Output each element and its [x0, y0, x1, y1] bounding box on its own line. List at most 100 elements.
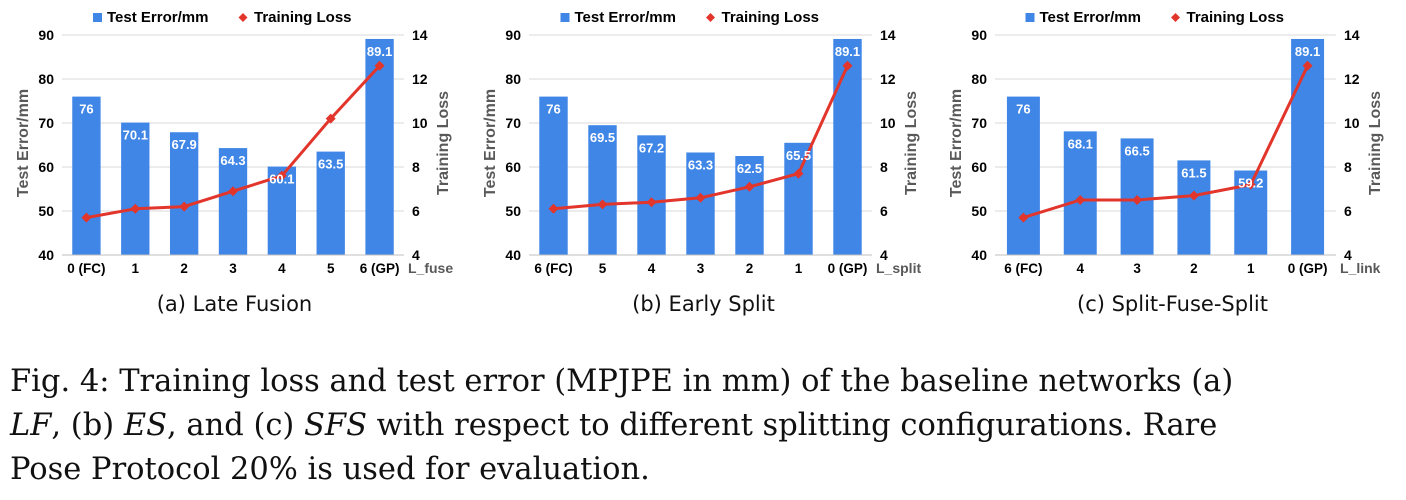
legend-swatch-bar	[93, 13, 102, 22]
x-axis-title: L_fuse	[408, 260, 453, 276]
subcaption-early-split: (b) Early Split	[632, 292, 775, 316]
bar	[1006, 96, 1040, 255]
x-tick-label: 3	[229, 261, 237, 276]
bar	[72, 96, 101, 255]
bar	[1177, 160, 1211, 255]
x-tick-label: 1	[795, 261, 803, 276]
bar-value-label: 69.5	[590, 130, 615, 145]
y-tick-label: 80	[505, 71, 521, 87]
loss-marker	[548, 203, 559, 214]
bar	[267, 166, 297, 255]
loss-marker	[793, 168, 804, 179]
legend-label-line: Training Loss	[1187, 9, 1285, 26]
bar-value-label: 61.5	[1181, 165, 1206, 180]
legend-label-line: Training Loss	[722, 9, 820, 26]
y2-axis-title: Training Loss	[903, 91, 920, 195]
subcaption-split-fuse-split: (c) Split-Fuse-Split	[1077, 292, 1268, 316]
x-tick-label: 6 (GP)	[360, 261, 400, 276]
y-tick-label: 70	[971, 115, 987, 131]
y-tick-label: 80	[38, 71, 54, 87]
y-tick-label: 50	[971, 203, 987, 219]
bar-value-label: 67.9	[171, 137, 196, 152]
caption-line-1: Fig. 4: Training loss and test error (MP…	[10, 364, 1234, 399]
y-tick-label: 90	[505, 27, 521, 43]
x-tick-label: 4	[648, 261, 656, 276]
y2-tick-label: 6	[412, 203, 420, 219]
legend-label-bar: Test Error/mm	[107, 9, 208, 26]
subcaption-late-fusion: (a) Late Fusion	[156, 292, 313, 316]
loss-marker	[1132, 195, 1143, 205]
loss-marker	[744, 181, 755, 192]
bar-value-label: 59.2	[1238, 176, 1263, 191]
loss-marker	[374, 60, 385, 71]
x-tick-label: 2	[180, 261, 188, 276]
legend-label-line: Training Loss	[254, 9, 352, 26]
y-tick-label: 50	[505, 203, 521, 219]
x-axis-title: L_link	[1340, 260, 1381, 276]
y-tick-label: 60	[971, 159, 987, 175]
y2-tick-label: 8	[412, 159, 420, 175]
x-tick-label: 3	[1133, 261, 1141, 276]
y2-tick-label: 14	[1344, 27, 1360, 43]
chart-panel-late-fusion: 40 50 60 70 80 90 4 6 8 10 12 14 Test Error/mm Traini…	[0, 0, 469, 340]
bar-value-label: 67.2	[639, 140, 664, 155]
y-tick-label: 50	[38, 203, 54, 219]
caption-lf: LF	[10, 408, 52, 443]
bar-value-label: 60.1	[269, 172, 294, 187]
x-tick-label: 2	[1190, 261, 1198, 276]
bar-value-label: 68.1	[1068, 136, 1093, 151]
loss-marker	[179, 201, 190, 212]
legend-swatch-line	[706, 13, 715, 22]
x-tick-label: 0 (GP)	[1288, 261, 1328, 276]
x-tick-label: 2	[746, 261, 754, 276]
bar-value-label: 65.5	[786, 148, 811, 163]
bar	[365, 38, 394, 256]
y2-tick-label: 8	[880, 159, 888, 175]
bar	[686, 152, 715, 255]
y2-tick-label: 10	[1344, 115, 1360, 131]
y-axis-title: Test Error/mm	[15, 89, 32, 197]
y-tick-label: 90	[971, 27, 987, 43]
bar	[316, 151, 345, 255]
bar-value-label: 64.3	[220, 153, 245, 168]
caption-text-1: , (b)	[51, 408, 124, 443]
loss-marker	[325, 113, 336, 124]
caption-text-3: with respect to different splitting conf…	[366, 408, 1218, 443]
bar-value-label: 89.1	[835, 44, 860, 59]
bar-value-label: 62.5	[737, 161, 762, 176]
y2-tick-label: 6	[880, 203, 888, 219]
y2-tick-label: 10	[880, 115, 896, 131]
legend-label-bar: Test Error/mm	[1040, 9, 1141, 26]
y2-tick-label: 12	[1344, 71, 1360, 87]
y-tick-label: 60	[505, 159, 521, 175]
y2-tick-label: 4	[412, 247, 420, 263]
loss-marker	[228, 186, 238, 197]
chart-panel-early-split: 40 50 60 70 80 90 4 6 8 10 12 14 Test Error/mm Traini…	[469, 0, 938, 340]
bar	[588, 125, 617, 255]
y2-axis-title: Training Loss	[435, 91, 452, 195]
y-tick-label: 80	[971, 71, 987, 87]
legend-label-bar: Test Error/mm	[575, 9, 676, 26]
bar	[218, 148, 248, 255]
x-tick-label: 5	[599, 261, 607, 276]
bar	[735, 156, 764, 255]
loss-marker	[81, 212, 92, 223]
bar-value-label: 76	[1016, 102, 1030, 117]
caption-sfs: SFS	[304, 408, 367, 443]
y2-tick-label: 4	[1344, 247, 1352, 263]
x-tick-label: 4	[278, 261, 286, 276]
figure-caption: Fig. 4: Training loss and test error (MP…	[10, 360, 1400, 492]
bar-value-label: 66.5	[1124, 143, 1149, 158]
y2-tick-label: 10	[412, 115, 428, 131]
bar-value-label: 89.1	[367, 44, 392, 59]
y-tick-label: 40	[38, 247, 54, 263]
loss-marker	[1075, 195, 1086, 205]
x-axis-title: L_split	[876, 260, 921, 276]
loss-marker	[597, 199, 608, 210]
x-tick-label: 6 (FC)	[534, 261, 572, 276]
loss-marker	[842, 60, 853, 71]
x-tick-label: 1	[132, 261, 140, 276]
y-axis-title: Test Error/mm	[948, 89, 965, 197]
